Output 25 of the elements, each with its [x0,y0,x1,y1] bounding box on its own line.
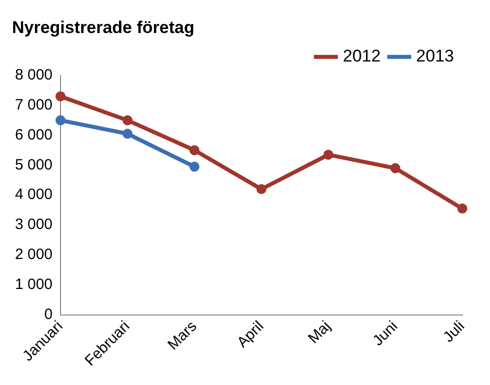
chart-title: Nyregistrerade företag [12,18,194,37]
y-tick-label: 0 [44,306,53,323]
y-tick-label: 8 000 [14,66,53,84]
y-tick-label: 6 000 [14,126,53,144]
legend-label: 2013 [416,46,454,66]
y-tick-label: 4 000 [14,186,53,204]
point [457,204,468,214]
point [323,150,334,160]
point [122,128,132,139]
point [122,115,132,126]
point [189,145,200,156]
point [56,115,66,126]
x-tick-label: Juli [440,318,468,346]
x-tick-label: Juni [370,318,402,350]
point [189,162,200,172]
x-tick-label: Maj [305,318,334,347]
y-tick-label: 3 000 [14,216,53,234]
legend-label: 2012 [342,46,381,66]
y-tick-label: 5 000 [14,156,53,174]
point [390,163,400,174]
y-tick-label: 2 000 [14,246,53,264]
point [56,91,66,102]
y-tick-label: 7 000 [14,96,53,114]
y-tick-label: 1 000 [14,276,53,293]
point [256,184,266,194]
